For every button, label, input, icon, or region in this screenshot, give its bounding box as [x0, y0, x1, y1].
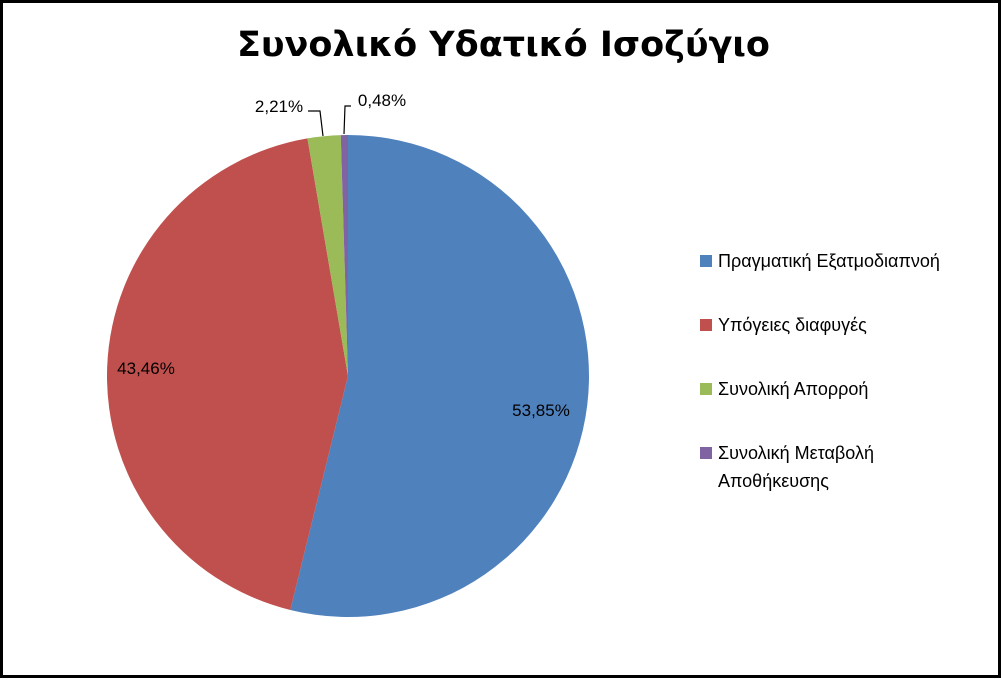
- legend-label: Συνολική Απορροή: [718, 379, 869, 399]
- slice-groundwater-losses: [106, 138, 348, 610]
- legend-label: Υπόγειες διαφυγές: [718, 315, 867, 335]
- legend-swatch: [700, 319, 712, 331]
- slice-storage-change: [340, 135, 348, 376]
- legend-item-storage-change: Συνολική Μεταβολή Αποθήκευσης: [700, 439, 995, 495]
- legend-item-evapotranspiration: Πραγματική Εξατμοδιαπνοή: [700, 247, 995, 275]
- slice-total-runoff: [307, 135, 348, 376]
- legend-label: Πραγματική Εξατμοδιαπνοή: [718, 251, 940, 271]
- leader-line: [308, 110, 324, 137]
- legend-swatch: [700, 447, 712, 459]
- label-total-runoff: 2,21%: [255, 97, 303, 116]
- label-storage-change: 0,48%: [358, 91, 406, 110]
- pie-chart: 53,85% 43,46% 2,21% 0,48%: [106, 91, 589, 617]
- legend-item-groundwater-losses: Υπόγειες διαφυγές: [700, 311, 995, 339]
- leader-line: [343, 105, 351, 135]
- legend-item-total-runoff: Συνολική Απορροή: [700, 375, 995, 403]
- legend-swatch: [700, 255, 712, 267]
- label-evapotranspiration: 53,85%: [512, 401, 570, 420]
- label-groundwater-losses: 43,46%: [117, 359, 175, 378]
- legend-label: Συνολική Μεταβολή Αποθήκευσης: [718, 443, 874, 491]
- legend: Πραγματική Εξατμοδιαπνοή Υπόγειες διαφυγ…: [700, 247, 995, 531]
- legend-swatch: [700, 383, 712, 395]
- chart-title: Συνολικό Υδατικό Ισοζύγιο: [237, 25, 770, 65]
- slice-evapotranspiration: [290, 135, 589, 617]
